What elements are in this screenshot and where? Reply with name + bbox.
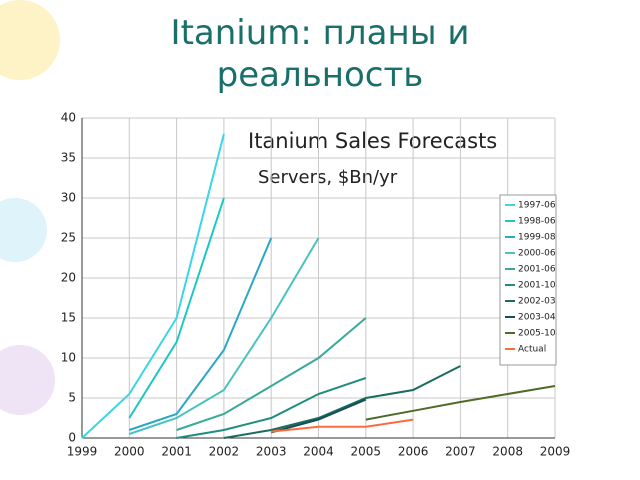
legend-label: 2001-10	[518, 281, 556, 291]
series-line	[223, 365, 461, 439]
legend-label: 2002-03	[518, 297, 556, 307]
y-tick-label: 30	[61, 191, 76, 205]
x-tick-label: 2006	[398, 445, 429, 459]
series-line	[271, 418, 414, 433]
y-tick-label: 10	[61, 351, 76, 365]
legend-box	[499, 194, 557, 366]
chart-title: Itanium Sales Forecasts	[248, 129, 497, 153]
legend-label: 1999-08	[518, 233, 556, 243]
y-tick-label: 35	[61, 151, 76, 165]
series-line	[365, 385, 556, 421]
x-tick-label: 2008	[492, 445, 523, 459]
balloon	[0, 0, 60, 80]
y-tick-label: 40	[61, 111, 76, 125]
legend-label: 2001-06	[518, 265, 556, 275]
series-line	[176, 317, 367, 431]
series-line	[176, 377, 367, 439]
series-line	[128, 197, 225, 419]
slide-title: Itanium: планы и реальность	[171, 13, 470, 95]
legend-label: 2000-06	[518, 249, 556, 259]
legend-label: Actual	[518, 345, 546, 355]
series-line	[128, 237, 320, 435]
chart-subtitle: Servers, $Bn/yr	[258, 167, 398, 188]
x-tick-label: 2005	[351, 445, 382, 459]
x-tick-label: 2009	[540, 445, 571, 459]
legend-label: 1998-06	[518, 217, 556, 227]
x-tick-label: 2001	[161, 445, 192, 459]
y-tick-label: 5	[68, 391, 76, 405]
x-tick-label: 2002	[209, 445, 240, 459]
y-tick-label: 0	[68, 431, 76, 445]
x-tick-label: 2000	[114, 445, 145, 459]
x-tick-label: 2003	[256, 445, 287, 459]
series-line	[81, 133, 225, 439]
y-tick-label: 15	[61, 311, 76, 325]
x-tick-label: 2004	[303, 445, 334, 459]
x-tick-label: 1999	[67, 445, 98, 459]
y-tick-label: 25	[61, 231, 76, 245]
balloon	[0, 345, 55, 415]
legend-label: 2003-04	[518, 313, 556, 323]
legend-label: 1997-06	[518, 201, 556, 211]
x-tick-label: 2007	[445, 445, 476, 459]
y-tick-label: 20	[61, 271, 76, 285]
balloon	[0, 198, 47, 262]
series-line	[270, 398, 367, 434]
legend-label: 2005-10	[518, 329, 556, 339]
series-line	[128, 237, 273, 431]
